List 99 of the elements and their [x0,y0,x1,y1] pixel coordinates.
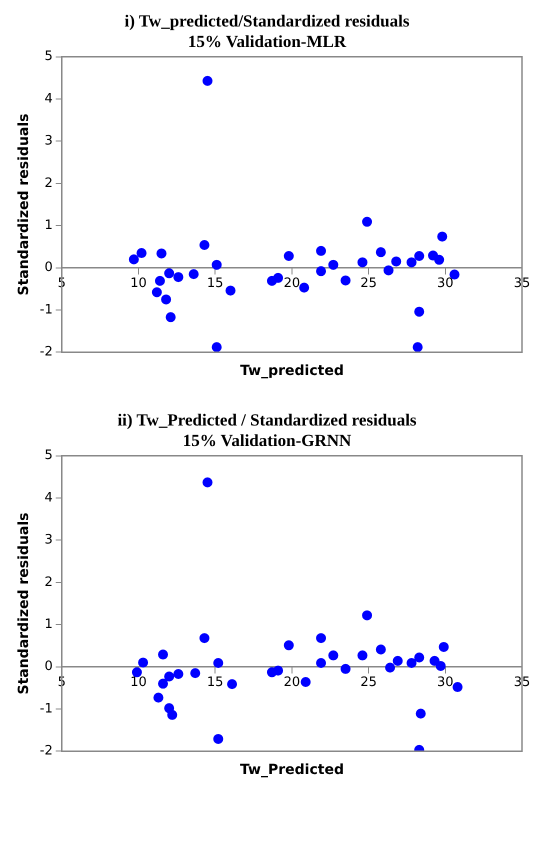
y-tick-label: 1 [44,616,53,632]
y-tick-label: -2 [40,344,53,360]
point [128,254,139,264]
x-tick-label: 35 [514,276,530,291]
point [153,692,164,703]
point [385,662,396,673]
point [452,682,463,692]
point [416,708,426,719]
point [173,272,184,282]
point [202,477,213,488]
point [316,246,326,256]
y-tick-label: -1 [40,302,53,318]
point [362,610,372,620]
y-axis-title: Standardized residuals [16,113,32,296]
point [391,256,402,266]
point [362,216,372,227]
point [412,342,423,352]
point [384,265,394,276]
chart-title: ii) Tw_Predicted / Standardized residuals 15% Validation-GRNN [117,410,417,450]
x-tick-label: 35 [514,674,530,690]
point [316,266,326,276]
x-tick-label: 30 [437,276,454,291]
y-tick-label: 5 [44,448,53,464]
x-tick-label: 10 [130,276,147,291]
y-tick-label: 3 [44,532,53,548]
point [212,342,222,352]
x-tick-label: 15 [206,674,224,690]
point [414,652,424,663]
point [414,306,424,317]
point [202,76,213,86]
point [437,232,448,242]
point [273,272,284,283]
point [227,679,238,690]
y-tick-label: 4 [44,91,53,106]
point [158,650,168,660]
point [406,658,417,668]
point [316,658,326,668]
point [316,633,326,644]
point [376,644,386,654]
y-tick-label: 2 [44,176,53,191]
point [213,734,224,744]
x-tick-label: 25 [360,674,377,690]
point [357,650,368,660]
y-tick-label: -1 [40,701,53,716]
x-tick-label: 10 [130,674,147,690]
point [299,282,310,293]
point [414,250,424,261]
point [300,676,311,687]
x-tick-label: 20 [284,674,300,690]
y-tick-label: 2 [44,574,53,590]
y-tick-label: 5 [44,49,53,64]
point [212,260,222,270]
y-axis-title: Standardized residuals [16,512,32,695]
point [434,254,444,265]
point [154,276,165,286]
point [190,668,200,678]
y-tick-label: 3 [44,134,53,149]
point [284,640,294,650]
point [340,664,351,674]
y-tick-label: 4 [44,490,53,506]
y-tick-label: 0 [44,659,53,674]
point [188,269,199,280]
point [376,247,386,258]
point [406,257,417,268]
point [164,268,174,278]
x-tick-label: 25 [360,276,377,291]
point [392,656,403,666]
point [199,633,210,644]
x-tick-label: 15 [206,276,224,291]
x-axis-title: Tw_Predicted [239,762,345,778]
point [164,672,174,682]
point [436,660,446,671]
x-tick-label: 20 [284,276,300,291]
point [173,668,184,679]
y-tick-label: 1 [44,218,53,233]
point [136,248,147,258]
point [430,656,440,666]
chart-title: i) Tw_predicted/Standardized residuals 15% Validation-MLR [124,12,410,51]
point [226,286,236,296]
x-axis-title: Tw_predicted [239,363,345,379]
point [167,710,178,720]
point [357,257,368,268]
y-tick-label: 0 [44,260,53,276]
point [328,650,338,660]
point [340,275,351,286]
x-tick-label: 30 [437,674,454,690]
point [199,240,210,250]
point [158,678,168,689]
point [328,260,338,270]
point [166,312,176,322]
point [138,658,148,668]
point [213,658,224,668]
point [152,287,162,298]
point [284,250,294,261]
point [438,642,449,652]
point [273,666,284,676]
point [161,294,172,304]
y-tick-label: -2 [40,744,53,759]
point [156,248,166,258]
